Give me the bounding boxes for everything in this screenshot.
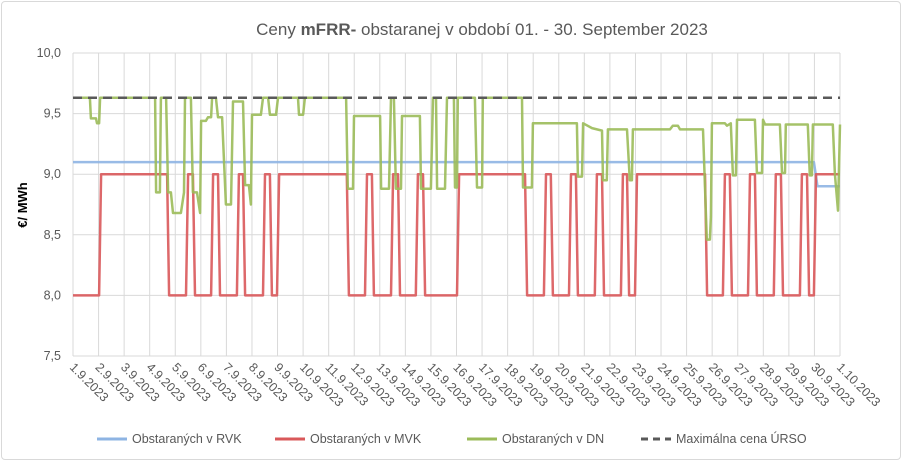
- y-axis-label: €/ MWh: [15, 182, 30, 228]
- legend: Obstaraných v RVK Obstaraných v MVK Obstar…: [97, 431, 807, 446]
- y-tick-label: 9,5: [44, 107, 61, 121]
- y-tick-label: 7,5: [44, 349, 61, 363]
- y-tick-label: 8,5: [44, 228, 61, 242]
- y-tick-label: 8,0: [44, 288, 61, 302]
- series-lines: [73, 96, 842, 297]
- chart-title: Ceny mFRR- obstaranej v období 01. - 30.…: [256, 20, 708, 39]
- series-line-obstaran-ch-v-mvk: [73, 172, 840, 297]
- legend-label: Maximálna cena ÚRSO: [676, 431, 807, 446]
- y-tick-label: 10,0: [37, 46, 61, 60]
- legend-label: Obstaraných v RVK: [132, 432, 242, 446]
- gridlines: [72, 52, 841, 357]
- y-tick-label: 9,0: [44, 167, 61, 181]
- legend-label: Obstaraných v MVK: [310, 432, 422, 446]
- legend-label: Obstaraných v DN: [502, 432, 604, 446]
- series-line-obstaran-ch-v-dn: [73, 96, 842, 241]
